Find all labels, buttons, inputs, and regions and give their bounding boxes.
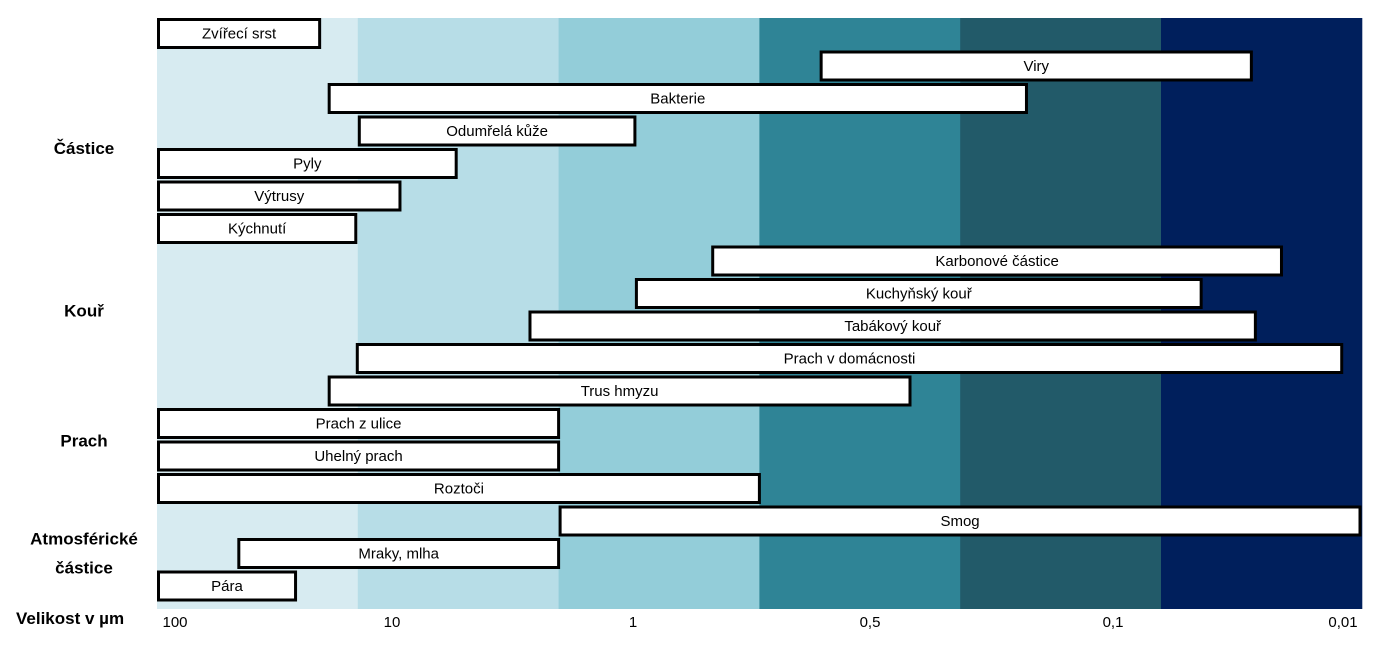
x-tick-label: 0,1 (1103, 614, 1124, 631)
range-bar-rect (634, 278, 1203, 309)
range-bar-label: Tabákový kouř (844, 318, 942, 335)
range-bar: Viry (819, 50, 1253, 82)
range-bar-rect (711, 245, 1283, 277)
range-bar-label: Pára (211, 578, 243, 595)
range-bar: Trus hmyzu (327, 375, 912, 407)
category-label: částice (55, 558, 113, 577)
range-bar-rect (157, 180, 402, 212)
range-bar-label: Mraky, mlha (358, 546, 439, 563)
x-axis-title: Velikost v µm (16, 609, 125, 628)
range-bar: Smog (558, 505, 1362, 537)
range-bar-rect (157, 18, 322, 49)
range-bar-rect (357, 115, 637, 147)
range-bar-rect (819, 50, 1253, 82)
range-bar-label: Prach z ulice (316, 416, 402, 433)
range-bar-label: Bakterie (650, 91, 705, 108)
range-bar: Mraky, mlha (237, 538, 561, 569)
x-tick-label: 1 (629, 614, 637, 631)
range-bar: Roztoči (157, 473, 761, 504)
range-bar-rect (327, 83, 1028, 114)
range-bar: Tabákový kouř (528, 310, 1257, 342)
range-bar-label: Prach v domácnosti (784, 351, 916, 368)
range-bar-rect (157, 213, 358, 244)
range-bar: Pára (157, 570, 298, 602)
range-bar-rect (157, 440, 561, 472)
x-tick-label: 0,01 (1328, 614, 1357, 631)
range-bar: Kuchyňský kouř (634, 278, 1203, 309)
range-bar: Odumřelá kůže (357, 115, 637, 147)
range-bar-rect (327, 375, 912, 407)
range-bar: Prach z ulice (157, 408, 561, 439)
range-bar-rect (528, 310, 1257, 342)
range-bar-rect (355, 343, 1344, 374)
range-bar-label: Kuchyňský kouř (866, 286, 973, 303)
range-bar-rect (157, 570, 298, 602)
x-tick-label: 100 (162, 614, 187, 631)
range-bar: Kýchnutí (157, 213, 358, 244)
range-bar-label: Roztoči (434, 481, 484, 498)
range-bar-rect (237, 538, 561, 569)
size-band-1 (157, 18, 359, 609)
range-bar: Prach v domácnosti (355, 343, 1344, 374)
x-tick-label: 10 (384, 614, 401, 631)
range-bar: Karbonové částice (711, 245, 1283, 277)
range-bar-rect (157, 473, 761, 504)
range-bar-rect (157, 408, 561, 439)
range-bar-label: Viry (1023, 58, 1049, 75)
range-bar: Zvířecí srst (157, 18, 322, 49)
range-bar-label: Karbonové částice (935, 253, 1058, 270)
range-bar: Bakterie (327, 83, 1028, 114)
range-bar: Pyly (157, 148, 458, 179)
range-bar: Výtrusy (157, 180, 402, 212)
range-bar-label: Výtrusy (254, 188, 305, 205)
range-bar-label: Uhelný prach (314, 448, 402, 465)
range-bar-label: Smog (940, 513, 979, 530)
range-bar-label: Pyly (293, 156, 322, 173)
category-label: Prach (60, 432, 107, 451)
range-bar-label: Zvířecí srst (202, 26, 277, 43)
range-bar-rect (558, 505, 1362, 537)
category-label: Částice (54, 139, 114, 158)
range-bar-label: Odumřelá kůže (446, 123, 548, 140)
range-bar-rect (157, 148, 458, 179)
category-label: Atmosférické (30, 529, 138, 548)
range-bar-label: Kýchnutí (228, 221, 287, 238)
range-bar-label: Trus hmyzu (581, 383, 659, 400)
category-label: Kouř (64, 302, 104, 321)
range-bar: Uhelný prach (157, 440, 561, 472)
x-tick-label: 0,5 (860, 614, 881, 631)
